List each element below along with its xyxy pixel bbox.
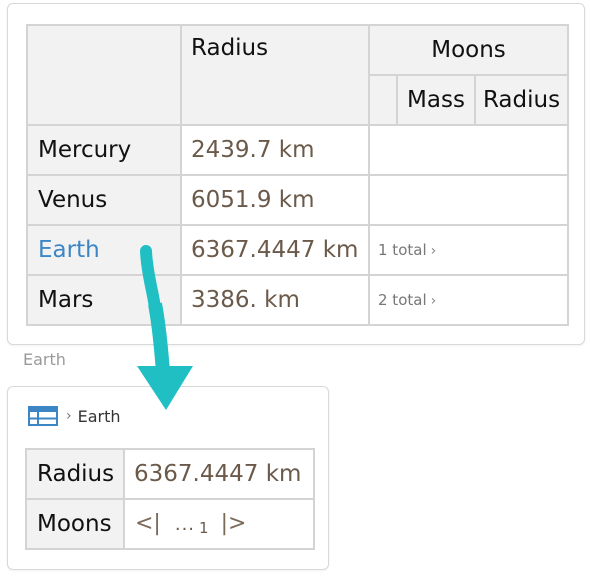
moons-empty-cell [368, 124, 569, 176]
table-row: Earth 6367.4447 km 1 total › [26, 224, 569, 276]
radius-value: 6367.4447 km [180, 224, 370, 276]
row-header-mercury[interactable]: Mercury [26, 124, 182, 176]
chevron-right-icon[interactable]: › [430, 293, 437, 309]
radius-value: 6051.9 km [180, 174, 370, 226]
moon-mass-column-header[interactable]: Mass [396, 74, 476, 126]
table-row: Radius 6367.4447 km [25, 448, 315, 500]
dataset-panel: Radius Moons Mass Radius Mercury 2439.7 … [7, 3, 585, 345]
chevron-right-icon[interactable]: › [430, 243, 437, 259]
moons-summary-cell[interactable]: 2 total › [368, 274, 569, 326]
table-row: Mercury 2439.7 km [26, 124, 569, 176]
radius-value: 3386. km [180, 274, 370, 326]
detail-radius-value: 6367.4447 km [123, 448, 315, 500]
moons-summary-cell[interactable]: 1 total › [368, 224, 569, 276]
table-row: Mars 3386. km 2 total › [26, 274, 569, 326]
row-header-earth[interactable]: Earth [26, 224, 182, 276]
chevron-right-icon: › [66, 408, 72, 424]
detail-row-label: Radius [25, 448, 125, 500]
detail-table: Radius 6367.4447 km Moons <|... 1 |> [25, 448, 315, 550]
last-page-button[interactable]: |> [220, 511, 247, 536]
row-header-venus[interactable]: Venus [26, 174, 182, 226]
dataset-table: Radius Moons Mass Radius Mercury 2439.7 … [26, 24, 569, 326]
detail-panel: › Earth Radius 6367.4447 km Moons <|... 1… [7, 386, 329, 570]
section-caption: Earth [23, 350, 66, 369]
moons-total-text[interactable]: 1 total [378, 241, 427, 259]
moons-column-header[interactable]: Moons [368, 24, 569, 76]
moons-pager: <|... 1 |> [123, 498, 315, 550]
first-page-button[interactable]: <| [135, 511, 161, 536]
ellipsis-text: ... [174, 514, 196, 535]
moons-empty-cell [368, 174, 569, 226]
moons-spacer-cell [368, 74, 398, 126]
table-row: Moons <|... 1 |> [25, 498, 315, 550]
table-grid-icon[interactable] [28, 406, 58, 426]
corner-header-cell [26, 24, 182, 126]
radius-column-header[interactable]: Radius [180, 24, 370, 126]
item-count: 1 [199, 519, 209, 537]
row-header-mars[interactable]: Mars [26, 274, 182, 326]
moons-total-text[interactable]: 2 total [378, 291, 427, 309]
breadcrumb-current: Earth [77, 406, 121, 426]
detail-row-label: Moons [25, 498, 125, 550]
breadcrumb: › Earth [28, 405, 121, 427]
earth-link[interactable]: Earth [38, 237, 100, 263]
table-row: Venus 6051.9 km [26, 174, 569, 226]
radius-value: 2439.7 km [180, 124, 370, 176]
moon-radius-column-header[interactable]: Radius [474, 74, 569, 126]
